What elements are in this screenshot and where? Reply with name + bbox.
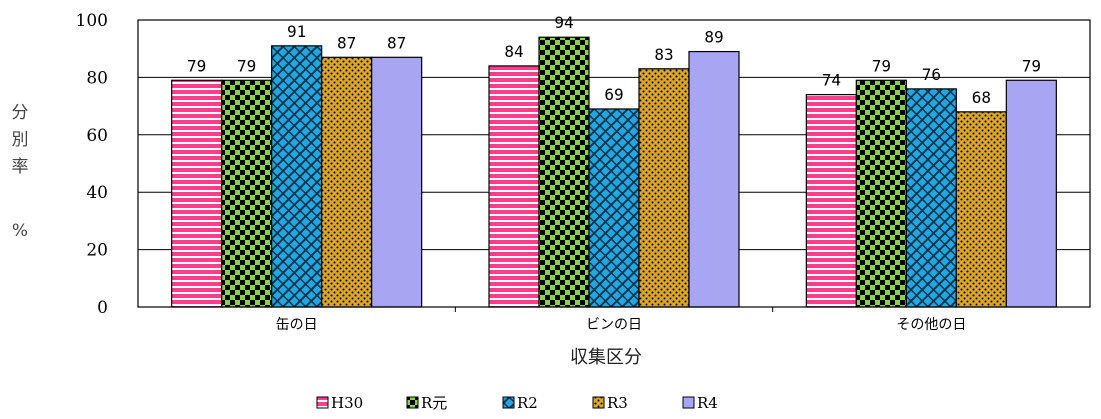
legend-swatch-R2 [502, 396, 515, 409]
bar-H30-1 [171, 79, 223, 308]
y-axis-title-char: 別 [12, 130, 29, 150]
data-label: 69 [604, 85, 623, 104]
data-label: 68 [972, 88, 991, 107]
x-tick-label: ビンの日 [586, 317, 642, 333]
data-label: 79 [1022, 56, 1041, 75]
x-axis-title: 収集区分 [570, 347, 642, 368]
data-label: 83 [654, 45, 673, 64]
data-label: 84 [504, 42, 523, 61]
legend-label: R4 [697, 394, 718, 412]
legend-label: R3 [607, 394, 628, 412]
y-tick-label: 100 [76, 11, 108, 31]
bar-R2-3 [905, 88, 957, 308]
y-tick-label: 20 [86, 241, 108, 261]
legend: H30 R元 R2 R3 R4 [316, 394, 718, 412]
data-label: 79 [187, 56, 206, 75]
bar-H30-2 [488, 65, 540, 308]
data-label: 87 [337, 33, 356, 52]
legend-label: R元 [421, 394, 447, 412]
legend-label: R2 [517, 394, 538, 412]
y-axis-title-char: 率 [12, 157, 29, 177]
data-labels: 79 79 91 87 87 84 94 69 83 89 74 79 76 68 79 [187, 13, 1041, 107]
bar-R4-1 [371, 56, 423, 308]
y-tick-label: 60 [86, 126, 108, 146]
legend-swatch-R元 [406, 396, 419, 409]
data-label: 79 [237, 56, 256, 75]
x-axis: 缶の日 ビンの日 その他の日 [137, 19, 1091, 333]
legend-swatch-R3 [592, 396, 605, 409]
data-label: 91 [287, 22, 306, 41]
y-axis-title-char: 分 [12, 103, 29, 123]
legend-swatch-R4 [682, 396, 695, 409]
data-label: 76 [922, 65, 941, 84]
data-label: 74 [822, 71, 841, 90]
bar-R3-1 [321, 56, 373, 308]
plot-area-border [137, 19, 1091, 308]
bars [171, 36, 1057, 308]
y-tick-label: 40 [86, 183, 108, 203]
bar-R元-1 [221, 79, 273, 308]
bar-R2-2 [588, 108, 640, 308]
data-label: 94 [554, 13, 573, 32]
bar-R3-2 [638, 68, 690, 308]
y-tick-label: 0 [97, 298, 108, 318]
y-axis-title-char: % [12, 221, 28, 241]
y-tick-label: 80 [86, 68, 108, 88]
y-axis-title: 分 別 率 % [12, 103, 29, 241]
legend-label: H30 [331, 394, 363, 412]
y-axis: 0 20 40 60 80 100 [76, 11, 108, 318]
x-tick-label: その他の日 [896, 317, 966, 333]
bar-R3-3 [955, 111, 1007, 308]
bar-R4-3 [1005, 79, 1057, 308]
x-tick-label: 缶の日 [276, 317, 318, 333]
bar-H30-3 [805, 94, 857, 308]
legend-swatch-H30 [316, 396, 329, 409]
bar-R元-2 [538, 36, 590, 308]
data-label: 79 [872, 56, 891, 75]
bar-R2-1 [271, 45, 323, 308]
data-label: 89 [704, 28, 723, 47]
bar-R4-2 [688, 50, 740, 308]
data-label: 87 [387, 33, 406, 52]
bar-R元-3 [855, 79, 907, 308]
